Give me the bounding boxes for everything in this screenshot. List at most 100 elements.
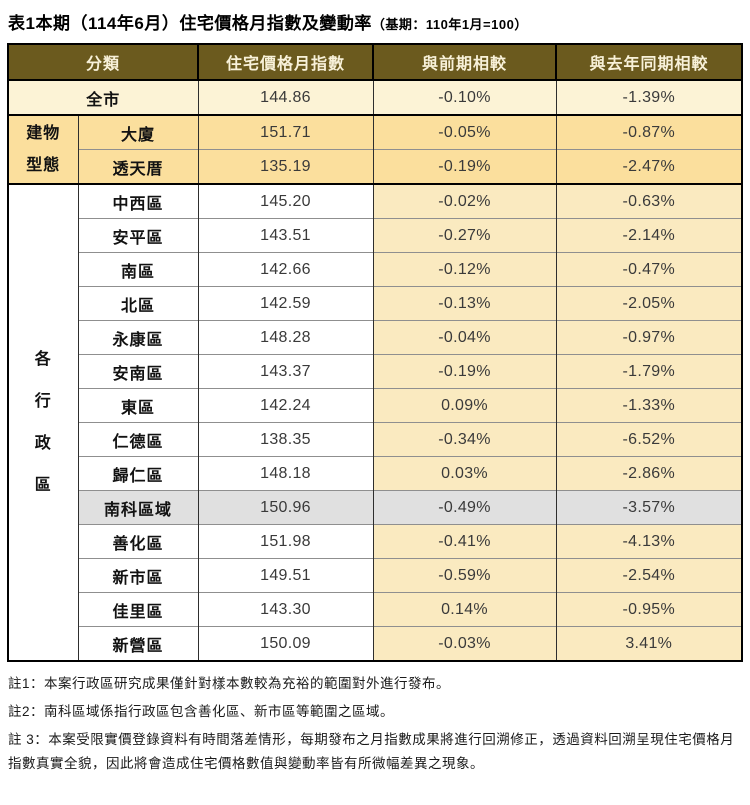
group-label-line: 區 xyxy=(34,476,52,494)
yoy-change-value: -1.33% xyxy=(555,388,743,423)
col-header-monthly-index: 住宅價格月指數 xyxy=(197,43,375,81)
table-row: 南科區域 150.96 -0.49% -3.57% xyxy=(8,490,743,525)
group-label-building-type: 建物 型態 xyxy=(7,114,79,184)
table-row: 透天厝 135.19 -0.19% -2.47% xyxy=(8,149,743,184)
row-label: 仁德區 xyxy=(77,422,199,457)
monthly-index-value: 148.18 xyxy=(197,456,374,491)
row-label: 大廈 xyxy=(77,114,199,150)
monthly-index-value: 143.37 xyxy=(197,354,374,389)
footnote-3: 註 3：本案受限實價登錄資料有時間落差情形，每期發布之月指數成果將進行回溯修正，… xyxy=(8,732,735,771)
col-header-category: 分類 xyxy=(6,43,200,81)
group-label-lines: 建物 型態 xyxy=(9,124,78,174)
row-label: 南科區域 xyxy=(77,490,199,525)
footnote-2: 註2：南科區域係指行政區包含善化區、新市區等範圍之區域。 xyxy=(8,704,395,719)
yoy-change-value: -0.97% xyxy=(555,320,743,355)
group-label-line: 政 xyxy=(34,434,52,452)
yoy-change-value: -6.52% xyxy=(555,422,743,457)
table-row: 北區 142.59 -0.13% -2.05% xyxy=(8,286,743,321)
yoy-change-value: -3.57% xyxy=(555,490,743,525)
monthly-index-value: 143.51 xyxy=(197,218,374,253)
row-label: 新市區 xyxy=(77,558,199,593)
row-label: 新營區 xyxy=(77,626,199,661)
mom-change-value: -0.19% xyxy=(372,354,557,389)
mom-change-value: 0.03% xyxy=(372,456,557,491)
yoy-change-value: -0.95% xyxy=(555,592,743,627)
table-row: 安南區 143.37 -0.19% -1.79% xyxy=(8,354,743,389)
col-header-mom-change: 與前期相較 xyxy=(372,43,558,81)
yoy-change-value: -2.05% xyxy=(555,286,743,321)
yoy-change-value: -2.54% xyxy=(555,558,743,593)
mom-change-value: -0.03% xyxy=(372,626,557,661)
mom-change-value: -0.27% xyxy=(372,218,557,253)
table-row: 新市區 149.51 -0.59% -2.54% xyxy=(8,558,743,593)
mom-change-value: -0.02% xyxy=(372,183,557,219)
monthly-index-value: 143.30 xyxy=(197,592,374,627)
yoy-change-value: 3.41% xyxy=(555,626,743,661)
table-row: 仁德區 138.35 -0.34% -6.52% xyxy=(8,422,743,457)
table-title-main: 表1本期（114年6月）住宅價格月指數及變動率 xyxy=(8,14,372,33)
mom-change-value: -0.59% xyxy=(372,558,557,593)
monthly-index-value: 135.19 xyxy=(197,149,374,184)
monthly-index-value: 142.66 xyxy=(197,252,374,287)
group-label-line: 各 xyxy=(34,350,52,368)
table-row: 各行政區 中西區 145.20 -0.02% -0.63% xyxy=(7,183,743,661)
mom-change-value: -0.04% xyxy=(372,320,557,355)
monthly-index-value: 151.71 xyxy=(197,114,374,150)
yoy-change-value: -0.47% xyxy=(555,252,743,287)
row-label: 北區 xyxy=(77,286,199,321)
row-label: 佳里區 xyxy=(77,592,199,627)
table-row: 全市 144.86 -0.10% -1.39% xyxy=(7,79,743,115)
group-label-districts: 各行政區 xyxy=(7,183,79,661)
monthly-index-value: 151.98 xyxy=(197,524,374,559)
mom-change-value: -0.49% xyxy=(372,490,557,525)
table-row: 佳里區 143.30 0.14% -0.95% xyxy=(8,592,743,627)
row-label: 歸仁區 xyxy=(77,456,199,491)
row-label: 南區 xyxy=(77,252,199,287)
monthly-index-value: 142.24 xyxy=(197,388,374,423)
table-row: 建物型態 大廈 151.71 -0.05% -0.87% xyxy=(7,114,743,184)
mom-change-value: 0.14% xyxy=(372,592,557,627)
yoy-change-value: -2.14% xyxy=(555,218,743,253)
table-row: 東區 142.24 0.09% -1.33% xyxy=(8,388,743,423)
mom-change-value: -0.41% xyxy=(372,524,557,559)
yoy-change-value: -0.87% xyxy=(555,114,743,150)
yoy-change-value: -1.39% xyxy=(555,79,743,115)
housing-price-index-table: 分類 住宅價格月指數 與前期相較 與去年同期相較 全市 144.86 -0.10% -… xyxy=(6,43,744,662)
footnotes: 註1：本案行政區研究成果僅針對樣本數較為充裕的範圍對外進行發布。 註2：南科區域… xyxy=(8,672,743,776)
yoy-change-value: -2.86% xyxy=(555,456,743,491)
table-row: 南區 142.66 -0.12% -0.47% xyxy=(8,252,743,287)
monthly-index-value: 145.20 xyxy=(197,183,374,219)
header-row: 分類 住宅價格月指數 與前期相較 與去年同期相較 xyxy=(6,43,744,81)
yoy-change-value: -1.79% xyxy=(555,354,743,389)
row-label: 永康區 xyxy=(77,320,199,355)
mom-change-value: -0.10% xyxy=(372,79,557,115)
mom-change-value: -0.34% xyxy=(372,422,557,457)
group-label-line: 行 xyxy=(34,392,52,410)
footnote-1: 註1：本案行政區研究成果僅針對樣本數較為充裕的範圍對外進行發布。 xyxy=(8,676,451,691)
group-label-line: 建物 xyxy=(26,124,61,142)
yoy-change-value: -2.47% xyxy=(555,149,743,184)
row-label: 安平區 xyxy=(77,218,199,253)
monthly-index-value: 144.86 xyxy=(197,79,374,115)
mom-change-value: -0.12% xyxy=(372,252,557,287)
monthly-index-value: 138.35 xyxy=(197,422,374,457)
table-title-base-period: （基期：110年1月=100） xyxy=(371,17,528,32)
table-row: 新營區 150.09 -0.03% 3.41% xyxy=(8,626,743,661)
row-label: 全市 xyxy=(7,79,199,115)
table-row: 永康區 148.28 -0.04% -0.97% xyxy=(8,320,743,355)
col-header-yoy-change: 與去年同期相較 xyxy=(555,43,744,81)
mom-change-value: -0.13% xyxy=(372,286,557,321)
mom-change-value: 0.09% xyxy=(372,388,557,423)
group-label-line: 型態 xyxy=(26,156,61,174)
row-label: 安南區 xyxy=(77,354,199,389)
monthly-index-value: 149.51 xyxy=(197,558,374,593)
mom-change-value: -0.05% xyxy=(372,114,557,150)
monthly-index-value: 150.09 xyxy=(197,626,374,661)
monthly-index-value: 150.96 xyxy=(197,490,374,525)
row-label: 透天厝 xyxy=(77,149,199,184)
yoy-change-value: -0.63% xyxy=(555,183,743,219)
table-row: 歸仁區 148.18 0.03% -2.86% xyxy=(8,456,743,491)
yoy-change-value: -4.13% xyxy=(555,524,743,559)
table-title: 表1本期（114年6月）住宅價格月指數及變動率（基期：110年1月=100） xyxy=(8,9,743,34)
